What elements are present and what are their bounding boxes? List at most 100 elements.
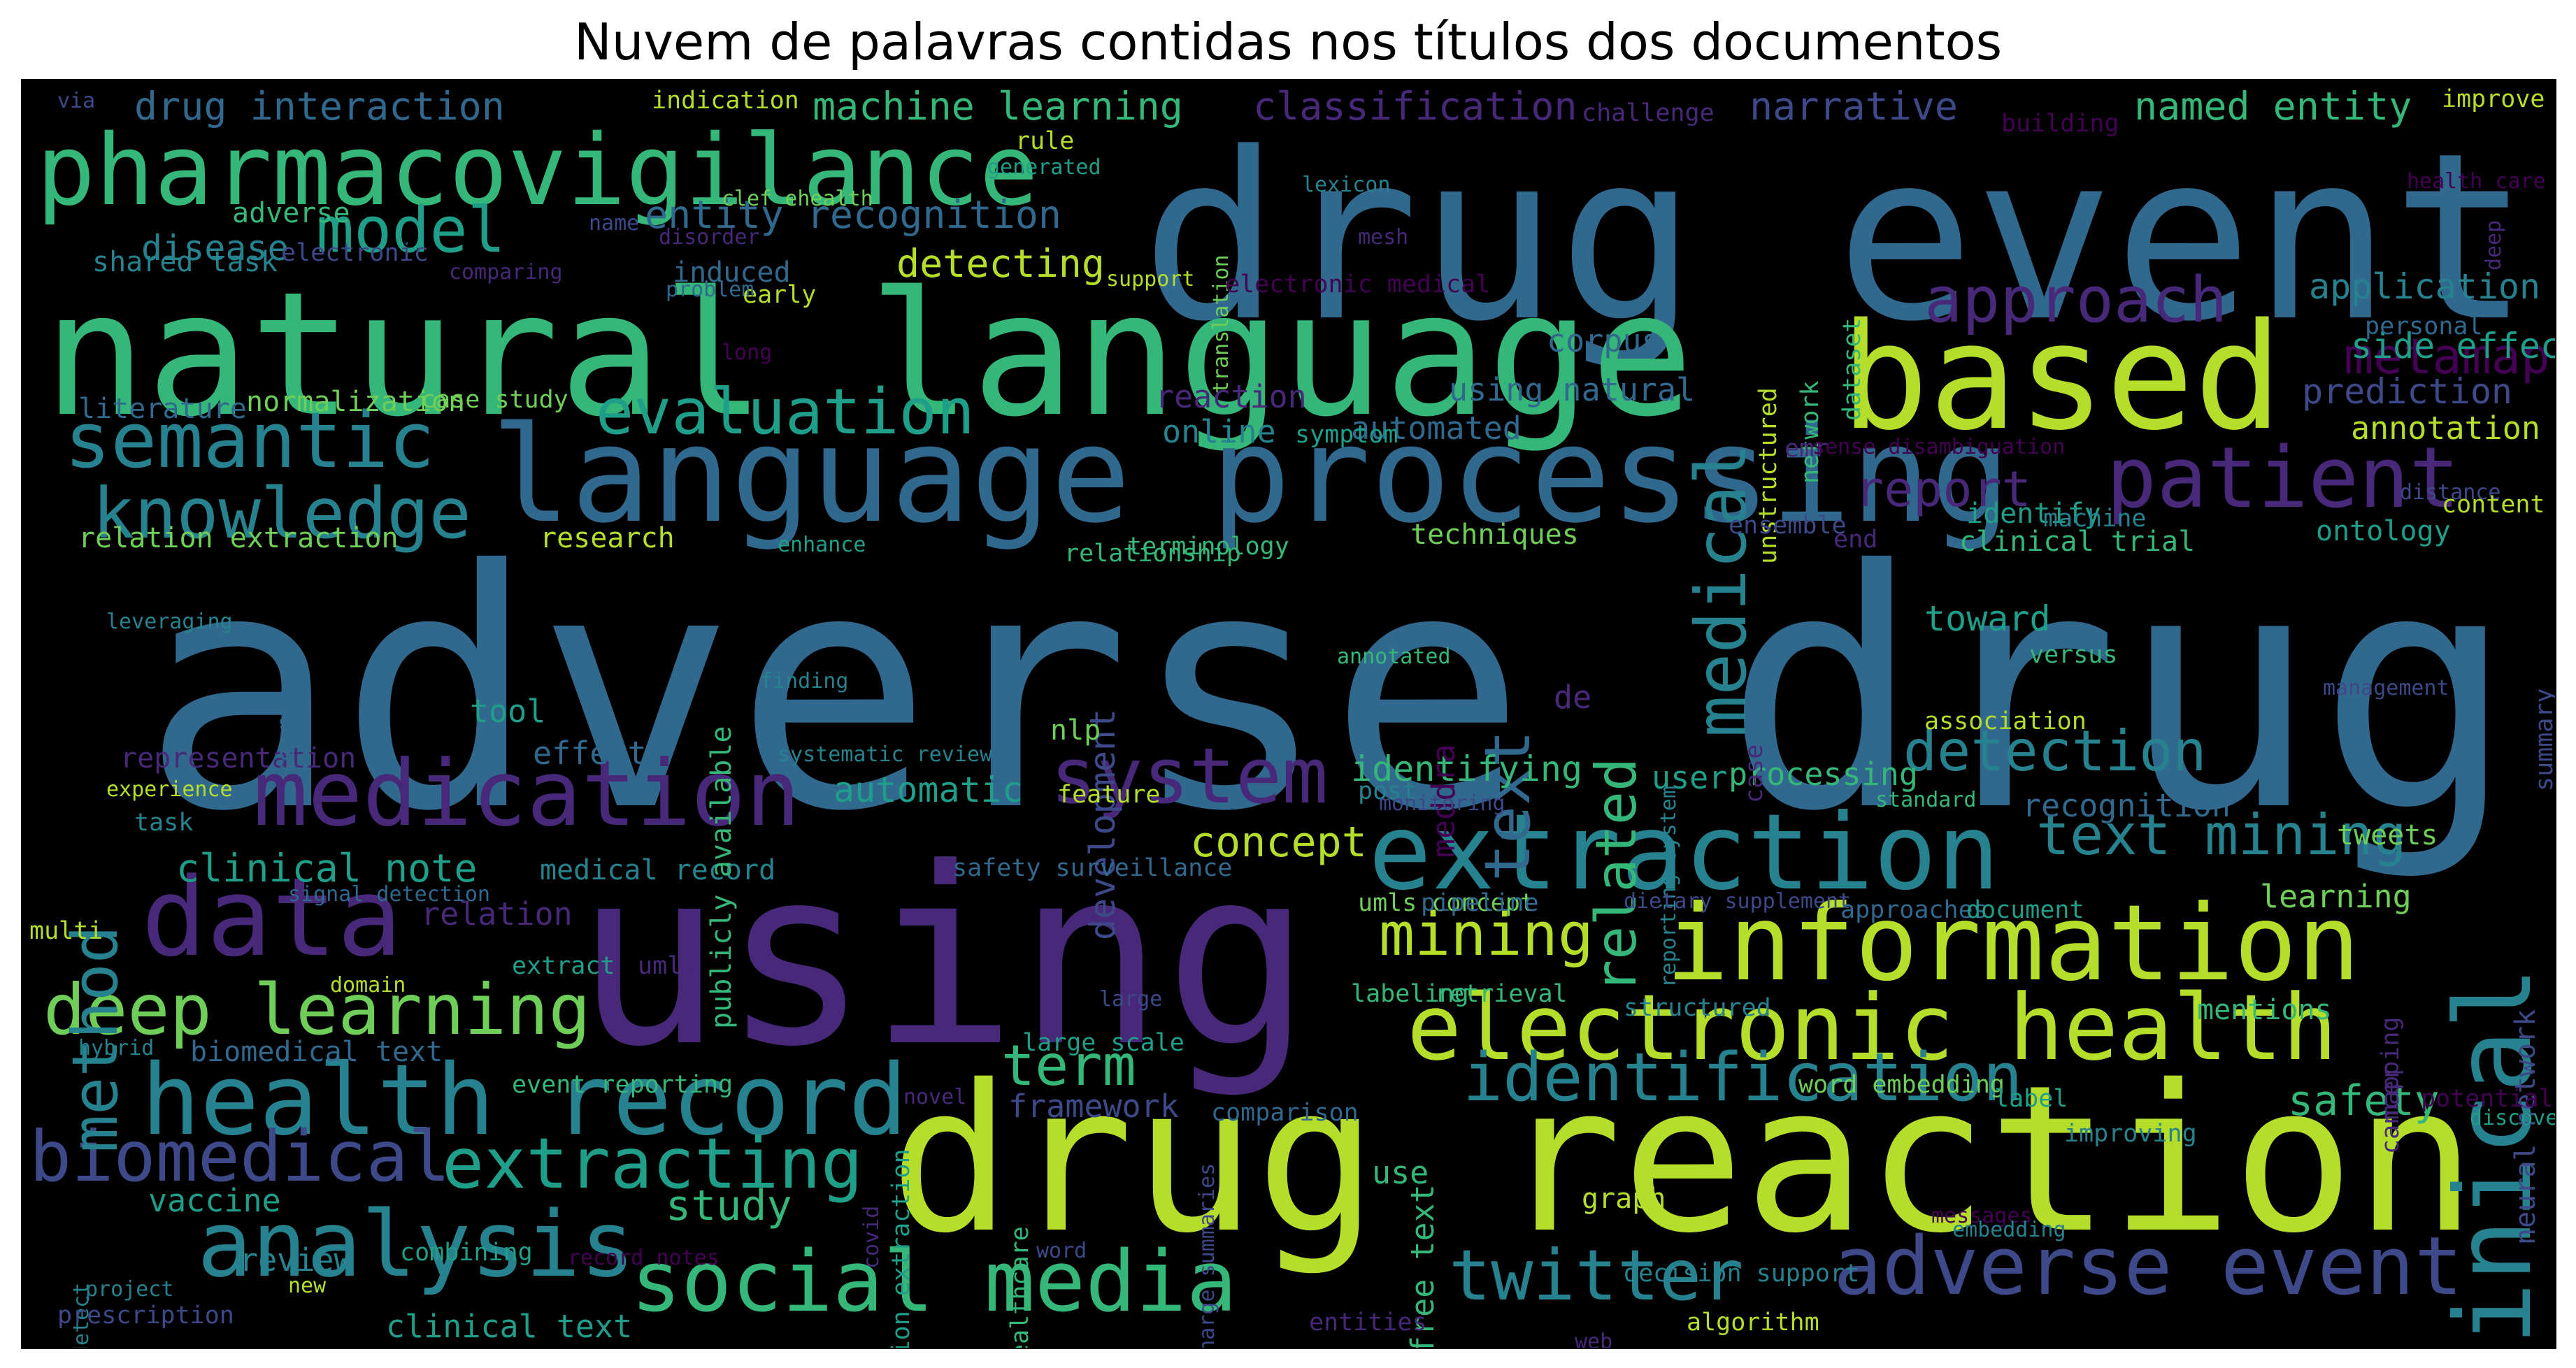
word-54: prediction — [2302, 371, 2513, 412]
word-185: covid — [859, 1205, 884, 1269]
word-69: processing — [1729, 756, 1918, 793]
word-196: entities — [1309, 1309, 1427, 1337]
word-21: knowledge — [92, 473, 471, 554]
word-8: information — [1666, 883, 2361, 1005]
word-10: electronic health — [1407, 974, 2338, 1081]
word-171: biomedical text — [190, 1036, 443, 1068]
word-9: extraction — [1368, 792, 2001, 914]
word-66: automatic — [833, 770, 1023, 810]
word-105: long — [722, 340, 773, 365]
word-130: enhance — [778, 533, 866, 557]
word-113: improve — [2442, 85, 2545, 113]
word-68: user — [1652, 759, 1728, 796]
word-1: drug event — [1141, 103, 2531, 372]
word-84: representation — [120, 742, 357, 775]
word-19: system — [1050, 731, 1329, 821]
word-57: using natural — [1449, 371, 1696, 408]
word-39: term — [1001, 1033, 1136, 1098]
word-74: vaccine — [148, 1182, 281, 1219]
word-143: de — [1554, 679, 1592, 716]
word-4: drug reaction — [889, 1042, 2477, 1278]
word-166: retrieval — [1435, 980, 1568, 1008]
word-25: twitter — [1449, 1234, 1744, 1316]
word-29: model — [316, 194, 506, 267]
word-173: large scale — [1022, 1029, 1185, 1057]
word-7: language processing — [491, 398, 2011, 552]
word-92: early — [743, 281, 817, 309]
word-80: learning — [2260, 878, 2412, 915]
word-198: algorithm — [1687, 1309, 1819, 1337]
word-86: research — [540, 522, 675, 554]
word-64: tool — [470, 693, 546, 730]
word-102: disorder — [659, 225, 760, 250]
word-190: messages — [1931, 1204, 2033, 1228]
word-170: hybrid — [78, 1036, 155, 1060]
word-94: normalization — [246, 386, 466, 418]
word-79: ontology — [2316, 515, 2451, 547]
word-107: lexicon — [1302, 173, 1391, 197]
word-52: application — [2309, 266, 2541, 307]
word-42: study — [666, 1181, 792, 1230]
word-134: publicly available — [706, 726, 738, 1029]
word-36: metamap — [2344, 328, 2551, 385]
word-101: name — [589, 211, 640, 236]
word-99: generated — [987, 155, 1101, 180]
word-146: feature — [1057, 781, 1161, 809]
word-65: effect — [533, 735, 647, 772]
word-77: clinical trial — [1959, 526, 2196, 558]
word-88: shared task — [92, 246, 278, 278]
chart-title: Nuvem de palavras contidas nos títulos d… — [573, 13, 2003, 71]
word-177: label — [1994, 1085, 2068, 1113]
word-104: problem — [666, 278, 754, 302]
word-156: dietary supplement — [1624, 889, 1852, 914]
word-67: recognition — [2022, 787, 2231, 824]
word-151: standard — [1875, 788, 1977, 812]
word-63: identifying — [1351, 749, 1583, 789]
word-50: detecting — [896, 241, 1105, 286]
word-189: graph — [1582, 1183, 1666, 1215]
word-82: mentions — [2197, 994, 2332, 1026]
word-176: word embedding — [1798, 1071, 2005, 1099]
word-172: event reporting — [512, 1071, 734, 1099]
word-152: signal detection — [288, 882, 490, 907]
word-121: sense disambiguation — [1812, 435, 2066, 459]
word-5: pharmacovigilance — [36, 114, 1038, 228]
word-31: medical — [1680, 442, 1762, 737]
word-2: natural language — [43, 255, 1694, 454]
word-34: detection — [1903, 719, 2207, 784]
word-24: extracting — [442, 1123, 864, 1204]
word-167: structured — [1624, 994, 1771, 1022]
word-109: support — [1106, 267, 1195, 291]
word-60: reaction — [1155, 378, 1307, 415]
word-141: association — [1924, 707, 2087, 735]
word-191: embedding — [1952, 1218, 2066, 1242]
word-46: classification — [1253, 84, 1577, 129]
word-135: reporting system — [1656, 786, 1681, 988]
word-38: related — [1584, 757, 1649, 993]
word-100: clef ehealth — [722, 187, 873, 211]
word-175: discharge summaries — [1195, 1162, 1219, 1349]
word-165: labeling — [1351, 980, 1469, 1008]
word-182: combining — [400, 1239, 533, 1267]
word-55: annotation — [2351, 410, 2540, 447]
word-98: rule — [1015, 127, 1075, 155]
word-97: indication — [652, 87, 799, 115]
word-140: summary — [2531, 688, 2556, 791]
word-115: health care — [2407, 169, 2546, 194]
word-174: comparison — [1211, 1099, 1359, 1127]
word-41: safety — [2288, 1077, 2440, 1125]
word-131: leveraging — [106, 610, 233, 634]
word-161: umls — [638, 952, 697, 980]
word-70: review — [239, 1241, 353, 1279]
word-72: framework — [1008, 1088, 1179, 1125]
word-187: word — [1036, 1239, 1087, 1263]
word-155: pipeline — [1421, 889, 1539, 917]
word-147: systematic review — [778, 742, 993, 767]
word-111: challenge — [1582, 99, 1715, 127]
word-145: post — [1358, 777, 1417, 805]
word-158: document — [1966, 896, 2084, 924]
word-62: toward — [1924, 598, 2051, 639]
word-124: machine — [2043, 505, 2147, 533]
word-87: relation extraction — [78, 522, 399, 554]
word-cloud: adverse drug drug event natural language us… — [21, 79, 2556, 1349]
